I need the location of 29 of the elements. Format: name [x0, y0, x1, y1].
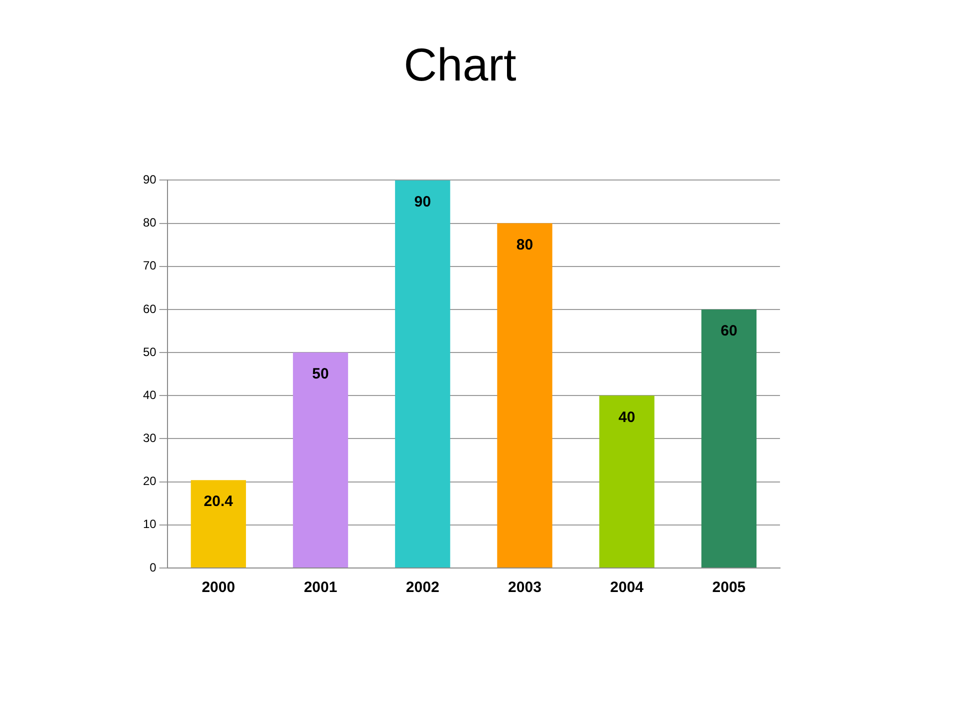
data-label: 60	[720, 322, 738, 340]
bar	[292, 352, 348, 568]
bar	[395, 180, 450, 568]
x-tick-label: 2003	[508, 579, 542, 596]
data-label: 50	[312, 366, 329, 383]
x-tick-label: 2005	[712, 579, 746, 596]
y-tick-label: 40	[142, 388, 157, 402]
chart-title: Chart	[404, 38, 516, 90]
y-tick-label: 20	[142, 474, 157, 488]
x-tick-label: 2004	[610, 579, 644, 596]
bar	[599, 396, 654, 568]
x-tick-label: 2001	[304, 579, 338, 596]
bar	[701, 309, 757, 568]
x-tick-label: 2002	[406, 579, 440, 596]
y-tick-label: 60	[142, 302, 157, 316]
data-label: 20.4	[204, 493, 234, 510]
data-label: 40	[618, 408, 636, 426]
x-tick-label: 2000	[202, 579, 236, 596]
y-tick-label: 80	[142, 216, 157, 230]
bar	[190, 480, 246, 568]
y-tick-label: 10	[142, 517, 157, 532]
bar	[497, 223, 552, 568]
data-label: 90	[414, 193, 431, 210]
y-tick-label: 70	[142, 258, 157, 273]
y-tick-label: 0	[150, 560, 157, 574]
y-tick-label: 50	[142, 344, 157, 359]
y-tick-label: 90	[142, 172, 157, 187]
data-label: 80	[516, 236, 534, 254]
y-tick-label: 30	[142, 431, 157, 446]
